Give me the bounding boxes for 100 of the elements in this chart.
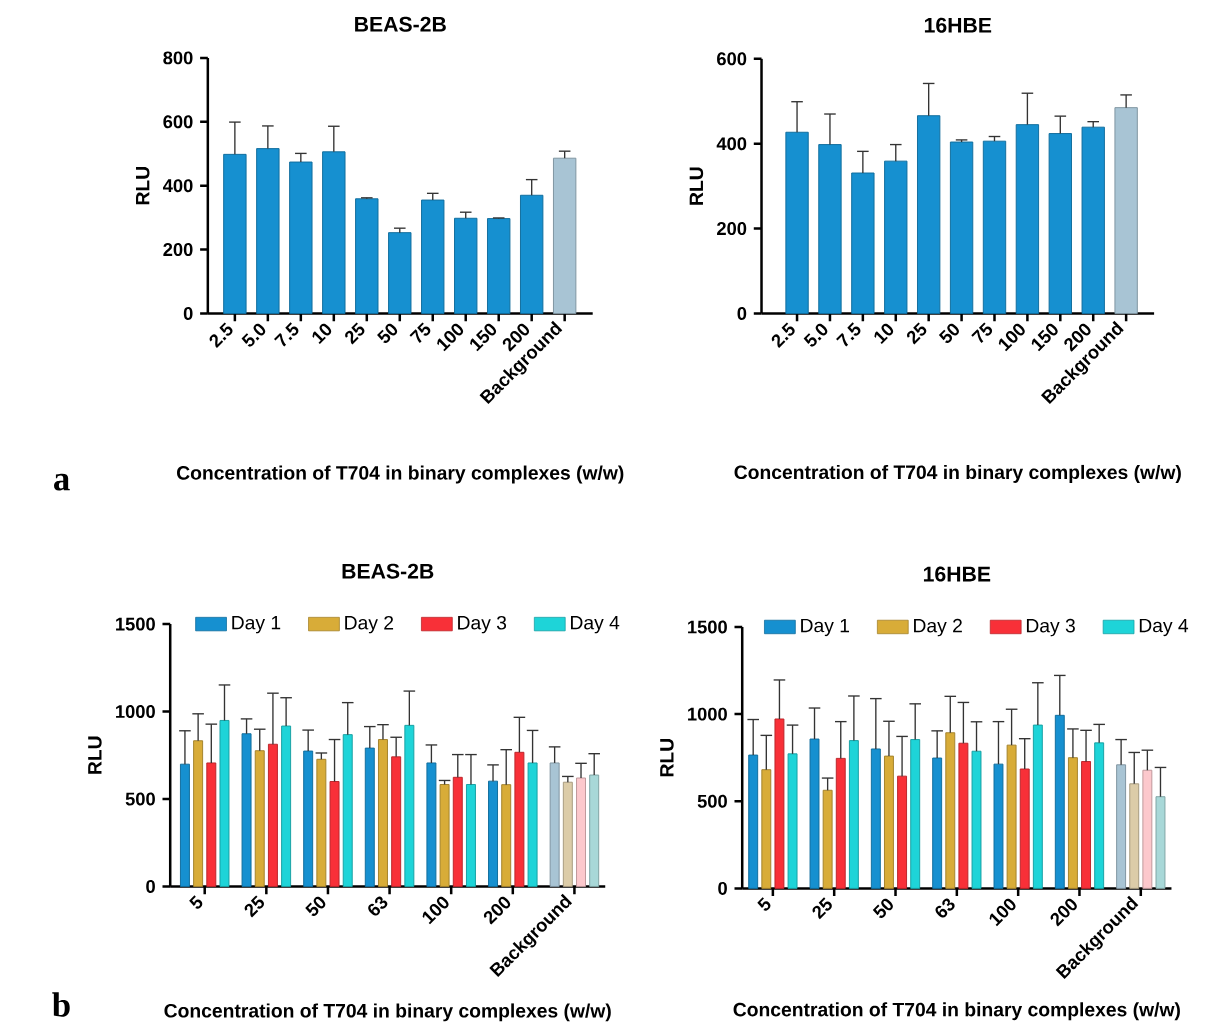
x-tick-label: 63 bbox=[935, 898, 955, 918]
y-tick-label: 200 bbox=[717, 221, 747, 235]
y-tick-label: 500 bbox=[697, 794, 727, 808]
y-tick-label: 0 bbox=[737, 306, 747, 320]
bar bbox=[848, 740, 859, 889]
x-tick-label: 5 bbox=[757, 897, 771, 911]
x-tick-label: 100 bbox=[989, 898, 1016, 927]
bar bbox=[404, 724, 415, 887]
bar bbox=[329, 780, 340, 887]
bar bbox=[1048, 132, 1072, 314]
bar bbox=[884, 755, 894, 889]
legend-label: Day 3 bbox=[1026, 618, 1075, 637]
legend-label: Day 2 bbox=[914, 618, 962, 637]
bar bbox=[787, 753, 798, 889]
y-tick-label: 1000 bbox=[688, 707, 727, 721]
x-tick-label: 5.0 bbox=[241, 323, 266, 347]
x-axis-title: Concentration of T704 in binary complexes (w/w) bbox=[164, 1003, 611, 1022]
x-tick-label: 63 bbox=[368, 896, 388, 916]
legend-label: Day 3 bbox=[458, 615, 507, 634]
y-tick-label: 400 bbox=[716, 137, 747, 151]
y-tick-label: 400 bbox=[162, 179, 193, 193]
y-tick-label: 500 bbox=[125, 792, 155, 806]
bar bbox=[1006, 744, 1017, 889]
y-axis-title: RLU bbox=[136, 166, 150, 205]
bar bbox=[388, 232, 412, 314]
bar bbox=[514, 751, 525, 887]
bar bbox=[439, 783, 450, 887]
x-tick-label: 2.5 bbox=[209, 322, 233, 348]
bar bbox=[322, 151, 346, 314]
bar bbox=[870, 748, 881, 889]
bar bbox=[179, 763, 190, 887]
bar bbox=[748, 754, 759, 889]
bar bbox=[316, 758, 327, 887]
bar bbox=[256, 148, 280, 314]
chart-title: BEAS-2B bbox=[342, 563, 434, 579]
bar bbox=[549, 762, 560, 887]
bar bbox=[785, 131, 809, 314]
bar bbox=[1054, 714, 1065, 889]
x-tick-label: 25 bbox=[812, 897, 832, 920]
bar bbox=[958, 742, 969, 889]
bar bbox=[487, 217, 511, 314]
bar bbox=[1094, 742, 1105, 889]
bar bbox=[223, 153, 247, 314]
text: a bbox=[54, 473, 70, 491]
x-tick-label: 25 bbox=[345, 322, 365, 345]
bar bbox=[589, 774, 600, 887]
x-tick-label: 75 bbox=[409, 322, 431, 343]
legend-label: Day 1 bbox=[232, 615, 281, 634]
bar bbox=[219, 719, 230, 887]
bar bbox=[851, 172, 875, 314]
bar bbox=[1032, 724, 1043, 889]
bar bbox=[527, 762, 538, 887]
x-tick-label: 5 bbox=[189, 895, 203, 909]
bar bbox=[917, 115, 941, 314]
x-axis-title: Concentration of T704 in binary complexes (w/w) bbox=[734, 464, 1181, 483]
chart-title: BEAS-2B bbox=[355, 16, 446, 32]
y-tick-label: 600 bbox=[717, 52, 747, 66]
bar bbox=[1155, 796, 1166, 889]
bar bbox=[945, 732, 956, 889]
x-tick-label: 2.5 bbox=[771, 322, 795, 348]
bar bbox=[1081, 126, 1105, 314]
bar bbox=[761, 769, 772, 889]
bar bbox=[809, 738, 820, 889]
bar bbox=[454, 217, 478, 314]
x-tick-label: 5.0 bbox=[803, 323, 828, 347]
bar bbox=[1081, 760, 1091, 889]
x-tick-label: 100 bbox=[437, 323, 464, 352]
bar bbox=[884, 160, 908, 314]
x-tick-label: 7.5 bbox=[836, 322, 861, 347]
text: b bbox=[52, 992, 70, 1017]
bar bbox=[1114, 107, 1138, 314]
bar bbox=[949, 141, 974, 314]
legend-label: Day 4 bbox=[571, 615, 620, 634]
y-tick-label: 0 bbox=[183, 306, 193, 320]
bar bbox=[465, 783, 476, 887]
bar bbox=[1142, 769, 1153, 889]
y-tick-label: 1000 bbox=[116, 704, 155, 718]
bar bbox=[241, 733, 252, 887]
x-tick-label: 25 bbox=[906, 322, 927, 345]
legend-label: Day 1 bbox=[801, 618, 850, 637]
legend-label: Day 4 bbox=[1139, 618, 1189, 637]
x-tick-label: 10 bbox=[874, 323, 894, 344]
x-tick-label: 10 bbox=[312, 323, 332, 344]
bar bbox=[1116, 764, 1127, 889]
x-tick-label: 100 bbox=[998, 323, 1025, 352]
y-tick-label: 200 bbox=[163, 242, 193, 256]
x-axis-title: Concentration of T704 in binary complexes (w/w) bbox=[177, 465, 624, 484]
chart-title: 16HBE bbox=[924, 17, 992, 33]
x-axis-title: Concentration of T704 in binary complexes (w/w) bbox=[733, 1002, 1180, 1021]
y-axis-title: RLU bbox=[88, 736, 102, 774]
bar bbox=[1019, 768, 1030, 889]
bar bbox=[818, 143, 842, 314]
bar bbox=[364, 747, 375, 887]
y-tick-label: 1500 bbox=[688, 620, 727, 634]
bar bbox=[426, 762, 437, 887]
x-tick-label: 50 bbox=[872, 898, 893, 918]
x-tick-label: 75 bbox=[971, 322, 993, 343]
x-tick-label: 25 bbox=[244, 895, 264, 918]
bar bbox=[552, 157, 577, 314]
x-tick-label: 50 bbox=[377, 323, 398, 343]
